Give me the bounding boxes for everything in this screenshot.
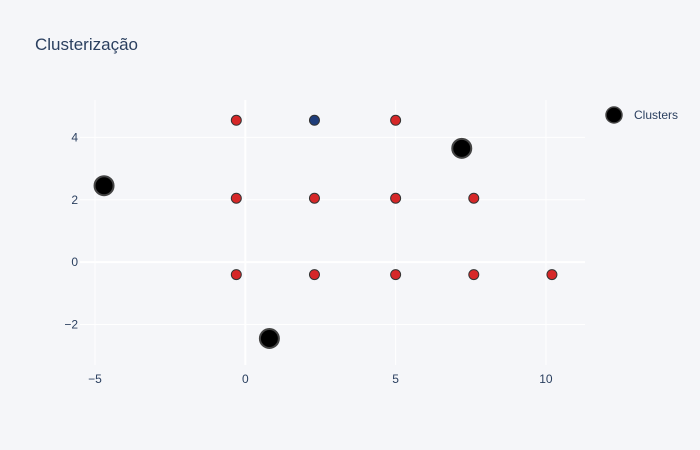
x-tick-label: 0 bbox=[242, 372, 249, 386]
data-point-red[interactable] bbox=[546, 269, 558, 281]
y-tick-label: 4 bbox=[71, 130, 78, 144]
chart-title: Clusterização bbox=[35, 35, 138, 54]
points-layer bbox=[93, 114, 558, 349]
plot-area bbox=[80, 100, 585, 365]
legend-marker[interactable] bbox=[605, 106, 623, 124]
data-point-red[interactable] bbox=[230, 269, 242, 281]
legend-label[interactable]: Clusters bbox=[634, 108, 678, 122]
x-tick-label: −5 bbox=[88, 372, 102, 386]
x-tick-label: 10 bbox=[539, 372, 553, 386]
cluster-centroid-point[interactable] bbox=[258, 328, 280, 349]
data-point-red[interactable] bbox=[230, 192, 242, 204]
legend[interactable]: Clusters bbox=[605, 106, 678, 124]
cluster-centroid-point[interactable] bbox=[93, 175, 115, 197]
axes-layer: −5 0 5 10 −2 0 2 4 bbox=[64, 130, 553, 386]
y-tick-label: 0 bbox=[71, 255, 78, 269]
data-point-red[interactable] bbox=[390, 192, 402, 204]
x-tick-label: 5 bbox=[392, 372, 399, 386]
data-point-blue[interactable] bbox=[308, 114, 320, 126]
grid-layer bbox=[80, 100, 585, 365]
data-point-red[interactable] bbox=[308, 192, 320, 204]
data-point-red[interactable] bbox=[390, 114, 402, 126]
cluster-centroid-point[interactable] bbox=[451, 137, 473, 159]
data-point-red[interactable] bbox=[390, 269, 402, 281]
data-point-red[interactable] bbox=[230, 114, 242, 126]
y-tick-label: −2 bbox=[64, 317, 78, 331]
y-tick-label: 2 bbox=[71, 193, 78, 207]
data-point-red[interactable] bbox=[308, 269, 320, 281]
data-point-red[interactable] bbox=[468, 192, 480, 204]
data-point-red[interactable] bbox=[468, 269, 480, 281]
